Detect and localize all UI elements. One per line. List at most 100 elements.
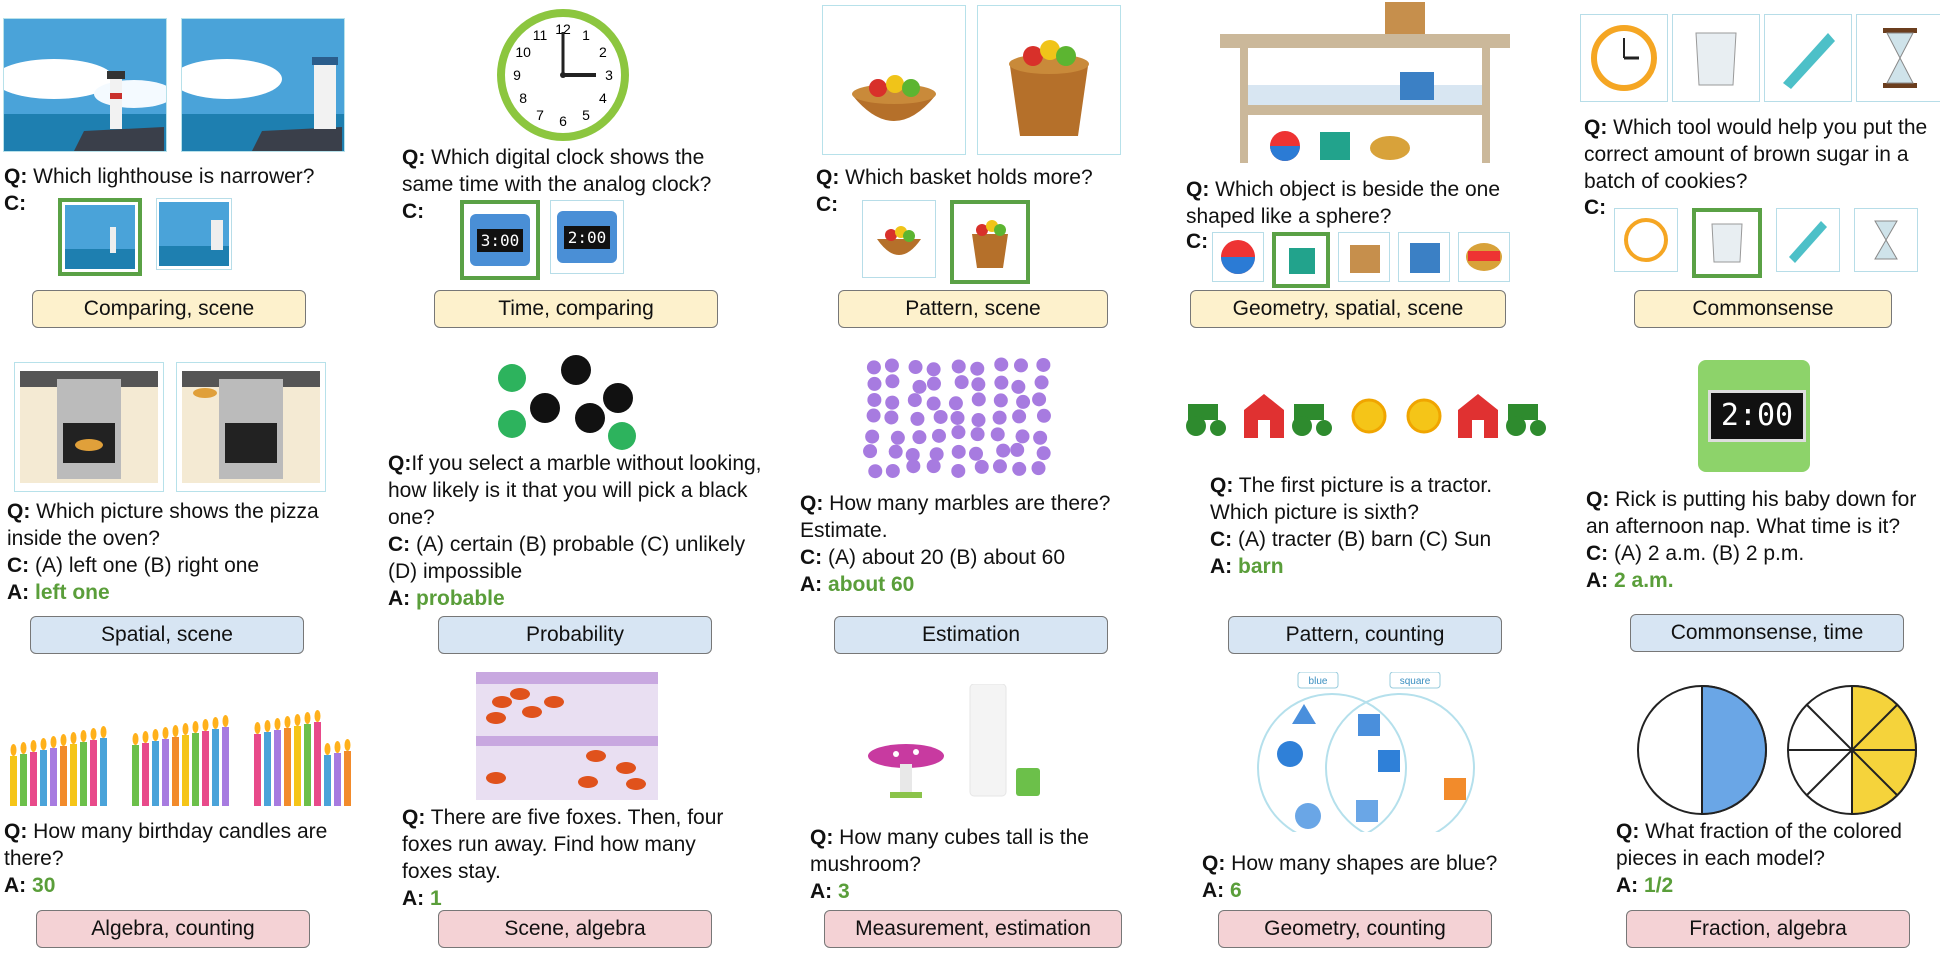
- marble: [1036, 357, 1051, 372]
- choice-digital-clock-1[interactable]: 3:00: [460, 200, 540, 280]
- choices-prefix: C:: [1584, 196, 1607, 219]
- candle-flame: [40, 738, 47, 750]
- marble: [950, 410, 965, 425]
- category-tag: Scene, algebra: [438, 910, 712, 948]
- marble: [1016, 394, 1031, 409]
- candle-flame: [304, 712, 311, 724]
- choice-cube[interactable]: [1272, 232, 1330, 288]
- marble: [926, 396, 941, 411]
- category-tag: Pattern, counting: [1228, 616, 1502, 654]
- clock-number: 10: [515, 44, 531, 60]
- choice-large-basket[interactable]: [950, 200, 1030, 284]
- category-tag: Pattern, scene: [838, 290, 1108, 328]
- ruler-image: [1764, 14, 1852, 102]
- category-tag: Estimation: [834, 616, 1108, 654]
- small-basket-image: [822, 5, 966, 155]
- marble: [954, 375, 969, 390]
- measuring-cup-image: [1672, 14, 1760, 102]
- tractor-icon: [1506, 404, 1546, 436]
- cell-time-comparing: 12 1 2 3 4 5 6 7 8 9 10 11 Q: Which digital clock s…: [400, 0, 780, 330]
- candle-flame: [100, 726, 107, 738]
- marble: [951, 463, 966, 478]
- candle-flame: [344, 739, 351, 751]
- marble: [926, 376, 941, 391]
- clock-number: 12: [555, 21, 571, 37]
- choice-ruler[interactable]: [1776, 208, 1840, 272]
- cell-commonsense: Q: Which tool would help you put the cor…: [1570, 0, 1940, 330]
- venn-diagram-image: blue square: [1244, 672, 1484, 832]
- question-block: Q: Which lighthouse is narrower? C:: [4, 165, 315, 215]
- candle-flame: [50, 736, 57, 748]
- category-tag: Commonsense, time: [1630, 614, 1904, 652]
- marble: [969, 446, 984, 461]
- marble: [866, 408, 881, 423]
- cell-algebra-counting: Q: How many birthday candles are there? …: [0, 650, 380, 956]
- choice-hourglass[interactable]: [1854, 208, 1918, 272]
- marble: [1012, 409, 1027, 424]
- cell-fraction-algebra: Q: What fraction of the colored pieces i…: [1570, 650, 1940, 956]
- choice-box[interactable]: [1338, 232, 1390, 282]
- clock-number: 9: [513, 67, 521, 83]
- candle: [30, 752, 37, 806]
- marble: [1034, 375, 1049, 390]
- clock-number: 11: [533, 27, 548, 43]
- clock-number: 5: [582, 107, 590, 123]
- category-tag: Spatial, scene: [30, 616, 304, 654]
- marble: [993, 393, 1008, 408]
- candle: [254, 734, 261, 806]
- candle: [40, 750, 47, 806]
- marble: [863, 444, 878, 459]
- category-tag: Algebra, counting: [36, 910, 310, 948]
- category-tag: Commonsense: [1634, 290, 1892, 328]
- tractor-icon: [1292, 404, 1332, 436]
- marble: [951, 425, 966, 440]
- fraction-models-image: [1632, 680, 1922, 820]
- question-block: Q: How many birthday candles are there? …: [4, 820, 328, 897]
- lighthouse-image-left: [3, 18, 167, 152]
- candle-flame: [152, 729, 159, 741]
- marble: [948, 396, 963, 411]
- marble: [971, 377, 986, 392]
- candle-flame: [20, 742, 27, 754]
- category-tag: Geometry, counting: [1218, 910, 1492, 948]
- choice-drum[interactable]: [1458, 232, 1510, 282]
- candle: [294, 726, 301, 806]
- candle: [152, 741, 159, 806]
- marble: [996, 443, 1011, 458]
- candles-image: [4, 698, 360, 808]
- candle-flame: [294, 714, 301, 726]
- candle: [60, 746, 67, 806]
- choice-narrow-lighthouse[interactable]: [58, 198, 142, 276]
- clock-number: 4: [599, 90, 607, 106]
- candle: [284, 728, 291, 806]
- choice-digital-clock-2[interactable]: 2:00: [550, 200, 624, 274]
- marble: [970, 427, 985, 442]
- cell-probability: Q:If you select a marble without looking…: [380, 350, 780, 654]
- marbles-image: [490, 352, 640, 452]
- question-block: Q: Which object is beside the one shaped…: [1186, 178, 1501, 228]
- choice-small-basket[interactable]: [862, 200, 936, 278]
- candle-flame: [142, 731, 149, 743]
- cell-comparing-scene: Q: Which lighthouse is narrower? C: Comp…: [0, 0, 380, 330]
- choices: [58, 198, 232, 276]
- choices: [862, 200, 1030, 284]
- choice-measuring-cup[interactable]: [1692, 208, 1762, 278]
- question-block: Q: How many shapes are blue? A: 6: [1202, 852, 1498, 902]
- marble: [885, 395, 900, 410]
- choice-wide-lighthouse[interactable]: [156, 198, 232, 270]
- candle: [20, 754, 27, 806]
- marble: [990, 427, 1005, 442]
- candle-flame: [10, 744, 17, 756]
- marble: [994, 375, 1009, 390]
- marble: [906, 459, 921, 474]
- choices: [1212, 232, 1510, 288]
- category-tag: Comparing, scene: [32, 290, 306, 328]
- candle-flame: [162, 727, 169, 739]
- candle-flame: [222, 715, 229, 727]
- choice-ball[interactable]: [1212, 232, 1264, 282]
- hourglass-image: [1856, 14, 1940, 102]
- candle: [222, 727, 229, 806]
- digital-readout: 3:00: [476, 228, 524, 252]
- choice-clock[interactable]: [1614, 208, 1678, 272]
- choice-clock-cube[interactable]: [1398, 232, 1450, 282]
